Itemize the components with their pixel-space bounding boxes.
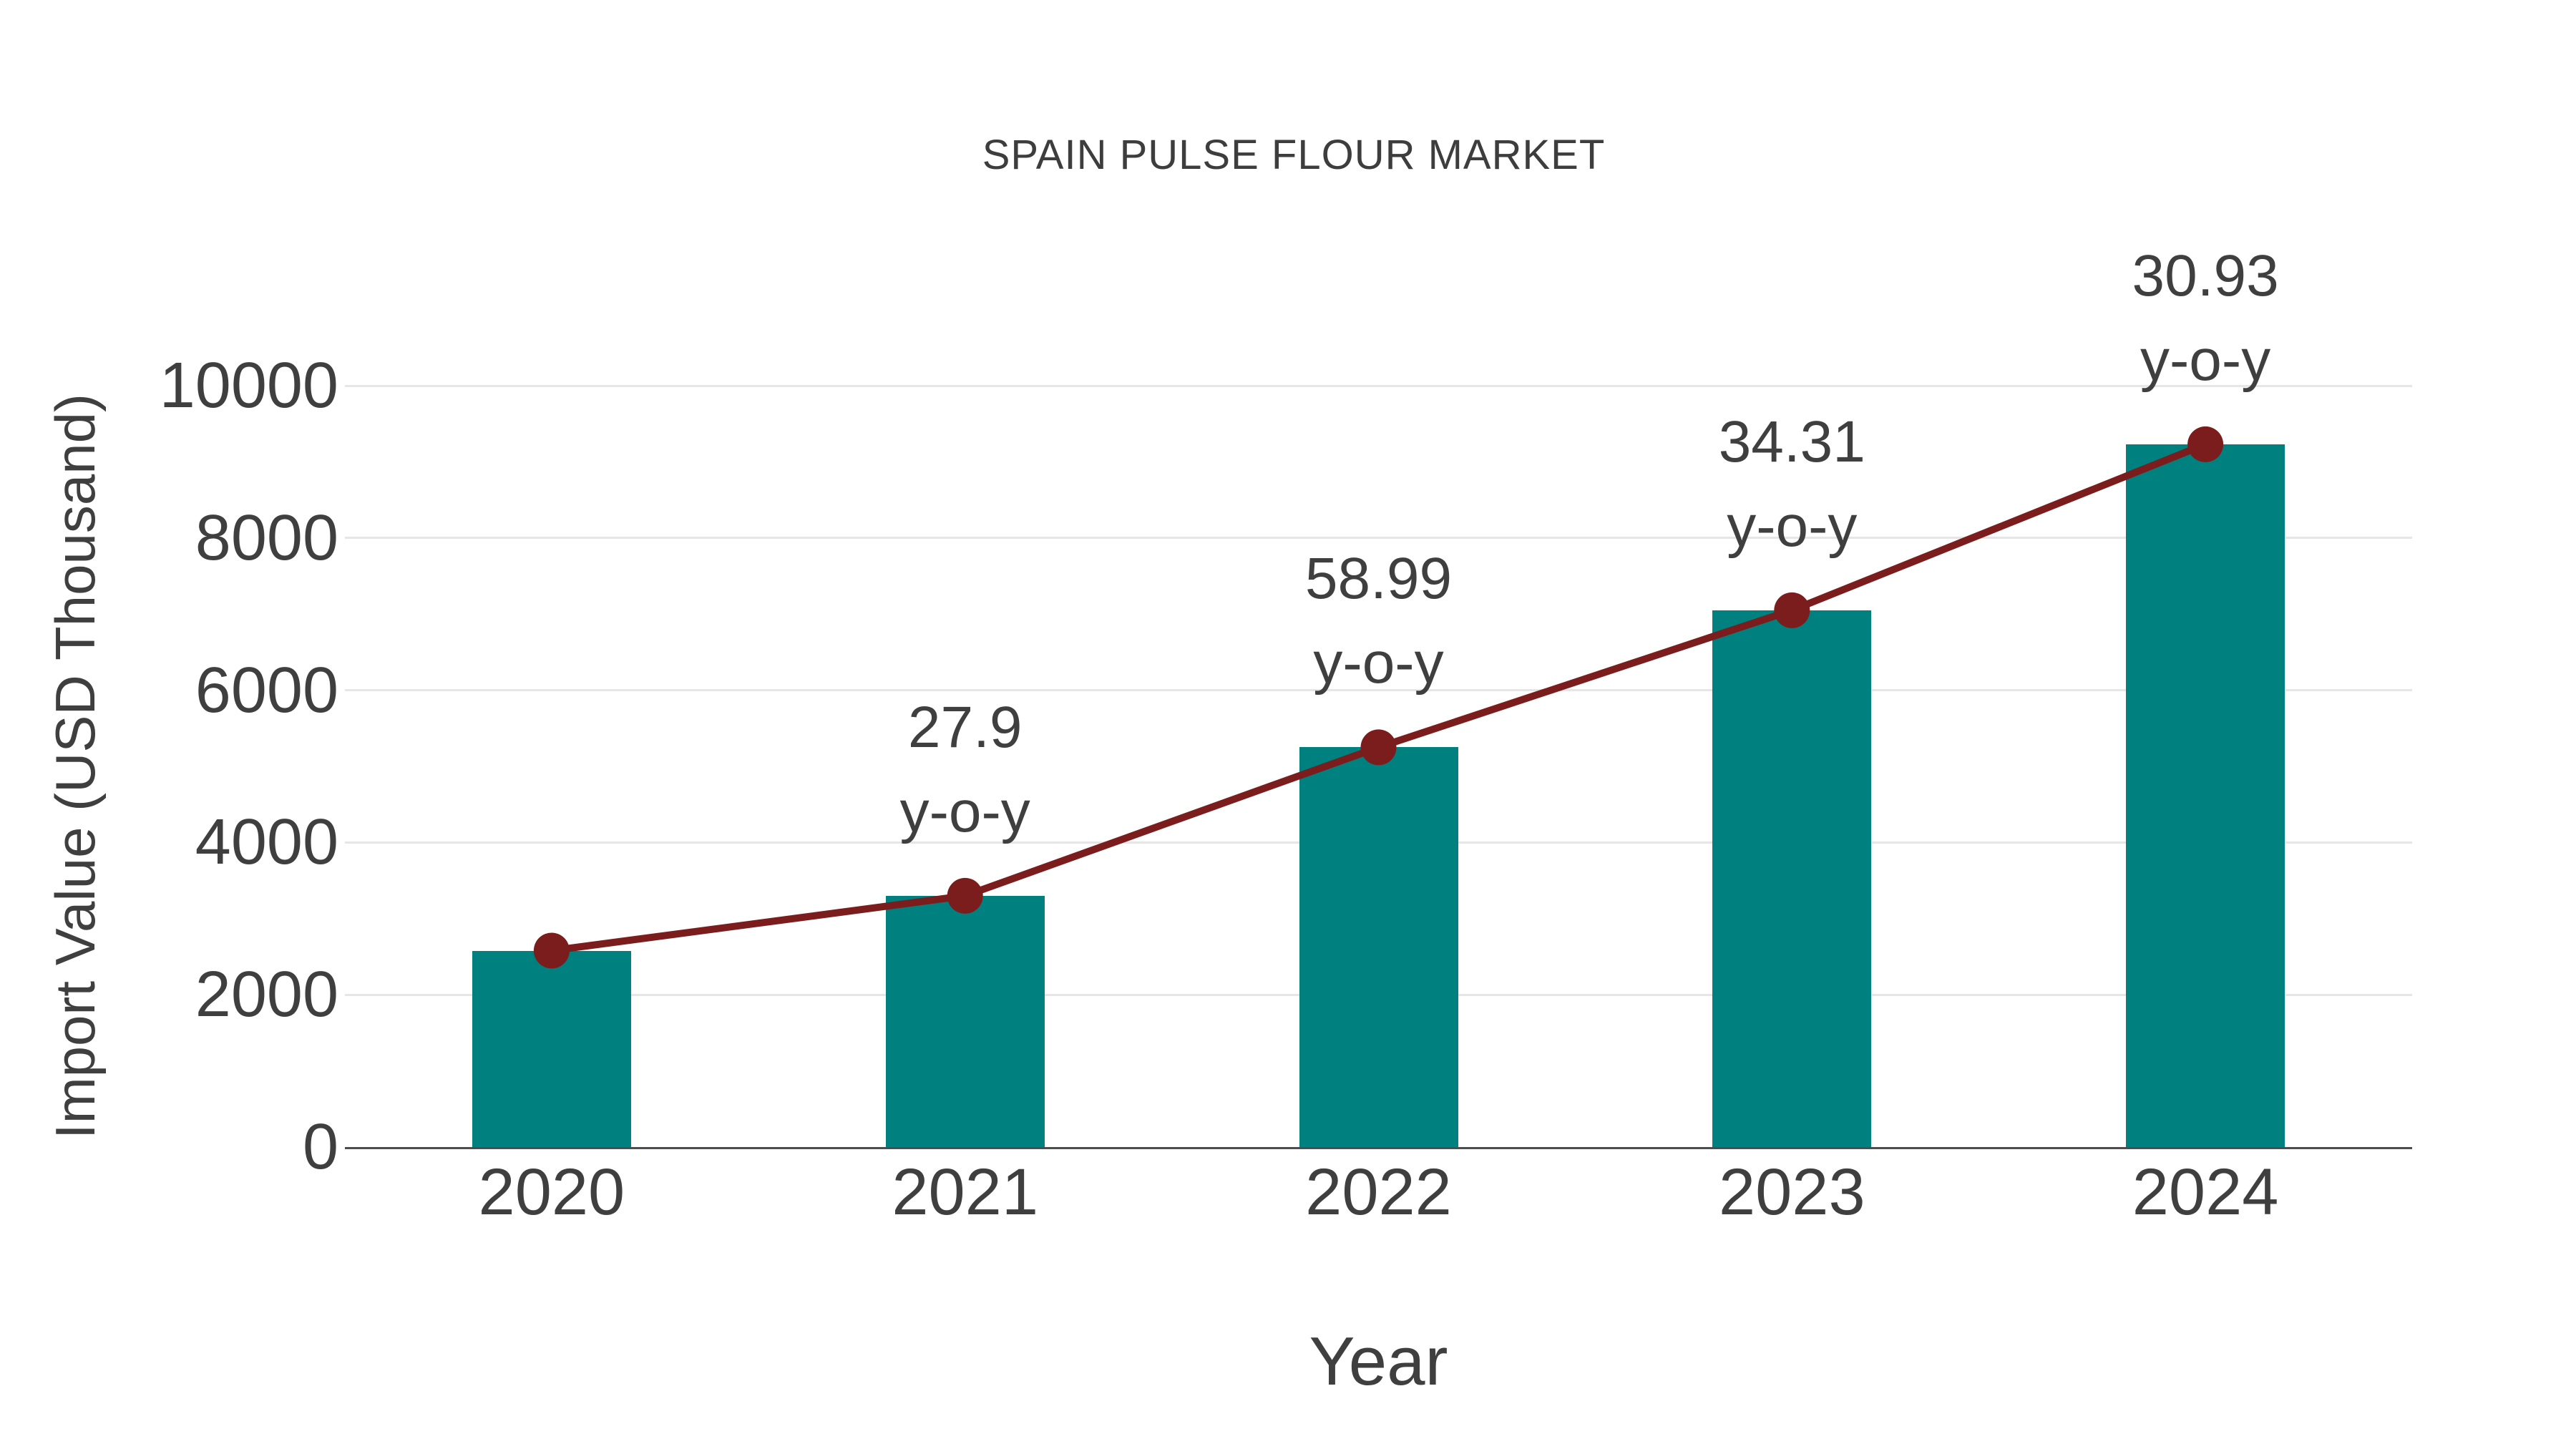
y-tick-label-10000: 10000 [159, 350, 338, 421]
y-axis-title: Import Value (USD Thousand) [44, 394, 107, 1139]
x-tick-label-2024: 2024 [2132, 1156, 2279, 1229]
x-tick-label-2023: 2023 [1718, 1156, 1865, 1229]
y-tick-label-0: 0 [302, 1111, 338, 1183]
x-tick-label-2021: 2021 [892, 1156, 1039, 1229]
growth-label-2022: 58.99 y-o-y [1200, 537, 1558, 706]
growth-suffix: y-o-y [1313, 630, 1444, 696]
bar-2024 [2126, 444, 2285, 1147]
chart-title: SPAIN PULSE FLOUR MARKET [982, 132, 1606, 178]
y-tick-label-6000: 6000 [195, 654, 338, 726]
growth-value: 27.9 [907, 694, 1023, 760]
growth-suffix: y-o-y [2140, 327, 2271, 393]
growth-suffix: y-o-y [1727, 493, 1858, 559]
x-axis-title: Year [1309, 1323, 1448, 1400]
y-tick-label-4000: 4000 [195, 806, 338, 879]
bar-2023 [1712, 610, 1872, 1147]
x-tick-label-2020: 2020 [478, 1156, 625, 1229]
growth-label-2021: 27.9 y-o-y [786, 686, 1144, 854]
growth-value: 34.31 [1718, 409, 1865, 474]
bar-2021 [885, 895, 1045, 1147]
growth-value: 58.99 [1304, 546, 1453, 612]
growth-value: 30.93 [2132, 243, 2279, 308]
y-tick-label-2000: 2000 [195, 959, 338, 1031]
plot-area: 27.9 y-o-y 58.99 y-o-y 34.31 y-o-y 30.93 y-o-y [345, 243, 2412, 1149]
bar-2020 [472, 950, 631, 1147]
growth-label-2024: 30.93 y-o-y [2026, 234, 2384, 403]
y-tick-label-8000: 8000 [195, 502, 338, 574]
growth-label-2023: 34.31 y-o-y [1613, 400, 1971, 569]
x-tick-label-2022: 2022 [1305, 1156, 1452, 1229]
growth-suffix: y-o-y [899, 779, 1030, 844]
gridline-10000 [345, 384, 2412, 387]
bar-2022 [1299, 747, 1458, 1147]
